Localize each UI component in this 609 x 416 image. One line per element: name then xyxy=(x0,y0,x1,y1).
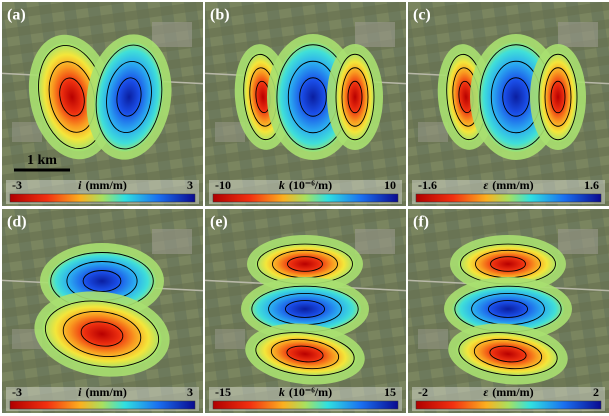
figure: (a) 1 km -3 3 i(mm/m) (b) -10 10 k (10⁻⁶/m) (c) -1.… xyxy=(0,0,609,416)
panel: (d) -3 3 i(mm/m) xyxy=(2,209,203,413)
panel-label: (d) xyxy=(7,214,27,231)
panel: (a) 1 km -3 3 i(mm/m) xyxy=(2,2,203,206)
panel: (e) -15 15 k (10⁻⁶/m) xyxy=(205,209,406,413)
colorbar-title: i(mm/m) xyxy=(78,385,127,399)
village xyxy=(355,229,395,254)
colorbar-unit: (10⁻⁶/m) xyxy=(289,385,332,399)
panel: (b) -10 10 k (10⁻⁶/m) xyxy=(205,2,406,206)
panel-label: (f) xyxy=(413,214,429,231)
colorbar-min: -3 xyxy=(12,385,22,399)
colorbar xyxy=(213,401,398,409)
panel-label: (c) xyxy=(413,7,431,24)
colorbar-max: 3 xyxy=(187,178,193,192)
colorbar-min: -15 xyxy=(215,385,231,399)
deformation-lobe xyxy=(335,52,375,142)
colorbar-max: 3 xyxy=(187,385,193,399)
colorbar-unit: (mm/m) xyxy=(492,385,533,399)
colorbar-title: i(mm/m) xyxy=(78,178,127,192)
panel-label: (b) xyxy=(210,7,230,24)
panel-label: (e) xyxy=(210,214,228,231)
village xyxy=(215,329,245,349)
colorbar-max: 10 xyxy=(384,178,396,192)
colorbar-min: -2 xyxy=(418,385,428,399)
panel: (c) -1.6 1.6 ε (mm/m) xyxy=(408,2,609,206)
colorbar-max: 2 xyxy=(593,385,599,399)
scale-bar-label: 1 km xyxy=(27,153,57,168)
deformation-lobe xyxy=(538,52,578,142)
colorbar-symbol: ε xyxy=(483,385,488,399)
colorbar-min: -1.6 xyxy=(418,178,437,192)
village xyxy=(215,122,245,142)
colorbar xyxy=(416,401,601,409)
village xyxy=(418,329,448,349)
colorbar-min: -10 xyxy=(215,178,231,192)
colorbar-symbol: k xyxy=(279,178,285,192)
village xyxy=(558,229,598,254)
colorbar-unit: (10⁻⁶/m) xyxy=(289,178,332,192)
colorbar-max: 15 xyxy=(384,385,396,399)
colorbar xyxy=(10,194,195,202)
colorbar-min: -3 xyxy=(12,178,22,192)
colorbar xyxy=(10,401,195,409)
colorbar-symbol: k xyxy=(279,385,285,399)
village xyxy=(558,22,598,47)
village xyxy=(152,229,192,254)
colorbar-symbol: ε xyxy=(483,178,488,192)
village xyxy=(152,22,192,47)
village xyxy=(355,22,395,47)
panel: (f) -2 2 ε (mm/m) xyxy=(408,209,609,413)
colorbar xyxy=(213,194,398,202)
colorbar-unit: (mm/m) xyxy=(492,178,533,192)
colorbar-unit: (mm/m) xyxy=(86,178,127,192)
colorbar-unit: (mm/m) xyxy=(86,385,127,399)
colorbar xyxy=(416,194,601,202)
village xyxy=(418,122,448,142)
panel-label: (a) xyxy=(7,7,26,24)
colorbar-max: 1.6 xyxy=(584,178,599,192)
